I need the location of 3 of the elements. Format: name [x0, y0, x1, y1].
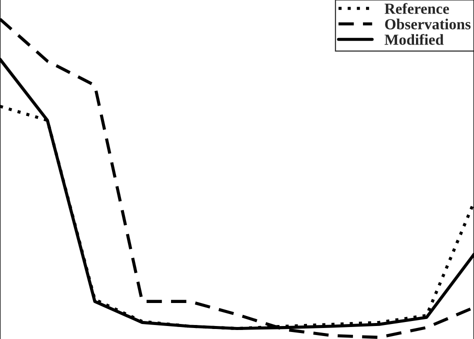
- legend-label: Observations: [385, 18, 471, 30]
- legend-label: Modified: [384, 34, 444, 45]
- legend-label: Reference: [384, 2, 450, 14]
